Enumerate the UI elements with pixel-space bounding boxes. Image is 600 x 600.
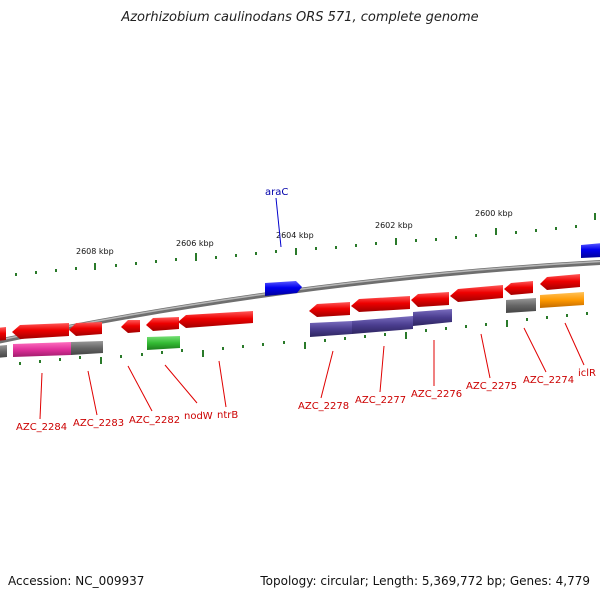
gene-nodW[interactable] [146, 317, 179, 331]
genome-summary-text: Topology: circular; Length: 5,369,772 bp… [260, 574, 590, 588]
gene-label-ntrB[interactable]: ntrB [217, 410, 238, 421]
scale-label-2602: 2602 kbp [375, 221, 413, 230]
gene-label-AZC_2274[interactable]: AZC_2274 [523, 375, 574, 386]
feature-AZC_2283-gray[interactable] [71, 341, 103, 355]
gene-left-edge[interactable] [0, 327, 6, 341]
gene-label-AZC_2283[interactable]: AZC_2283 [73, 418, 124, 429]
label-leader-lines [39, 322, 585, 420]
accession-text: Accession: NC_009937 [8, 574, 145, 588]
gene-offscreen-right[interactable] [581, 243, 600, 258]
gene-label-AZC_2276[interactable]: AZC_2276 [411, 389, 462, 400]
scale-label-2606: 2606 kbp [176, 239, 214, 248]
reverse-genes [0, 274, 580, 341]
gene-iclR[interactable] [540, 274, 580, 290]
feature-nodW-green[interactable] [147, 336, 180, 350]
gene-AZC_2274[interactable] [504, 281, 533, 295]
feature-AZC_2284-pink[interactable] [13, 342, 71, 357]
page-title: Azorhizobium caulinodans ORS 571, comple… [121, 10, 479, 25]
gene-AZC_2282[interactable] [121, 320, 140, 333]
feature-track [0, 292, 584, 358]
scale-ticks-lower [19, 312, 588, 365]
gene-label-AZC_2278[interactable]: AZC_2278 [298, 401, 349, 412]
gene-AZC_2278[interactable] [309, 302, 350, 317]
feature-AZC_2276-purple[interactable] [413, 309, 452, 326]
gene-AZC_2277[interactable] [351, 296, 410, 312]
scale-label-2604: 2604 kbp [276, 231, 314, 240]
feature-iclR-orange[interactable] [540, 292, 584, 308]
gene-ntrB[interactable] [178, 311, 253, 328]
feature-left-gray[interactable] [0, 345, 7, 358]
gene-AZC_2284[interactable] [12, 323, 69, 339]
gene-label-AZC_2282[interactable]: AZC_2282 [129, 415, 180, 426]
gene-AZC_2283[interactable] [69, 322, 102, 336]
feature-AZC_2277-purple[interactable] [352, 316, 413, 334]
scale-ticks-upper [15, 213, 596, 276]
gene-label-iclR[interactable]: iclR [578, 368, 596, 379]
scale-label-2608: 2608 kbp [76, 247, 114, 256]
gene-AZC_2276[interactable] [411, 292, 449, 307]
gene-label-araC[interactable]: araC [265, 187, 288, 198]
gene-AZC_2275[interactable] [450, 285, 503, 302]
gene-araC[interactable] [265, 281, 302, 296]
feature-AZC_2274-gray[interactable] [506, 298, 536, 313]
gene-label-AZC_2284[interactable]: AZC_2284 [16, 422, 67, 433]
gene-label-nodW[interactable]: nodW [184, 411, 213, 422]
scale-label-2600: 2600 kbp [475, 209, 513, 218]
araC-leader-line [275, 197, 282, 248]
gene-label-AZC_2275[interactable]: AZC_2275 [466, 381, 517, 392]
feature-AZC_2278-purple[interactable] [310, 321, 352, 337]
gene-label-AZC_2277[interactable]: AZC_2277 [355, 395, 406, 406]
